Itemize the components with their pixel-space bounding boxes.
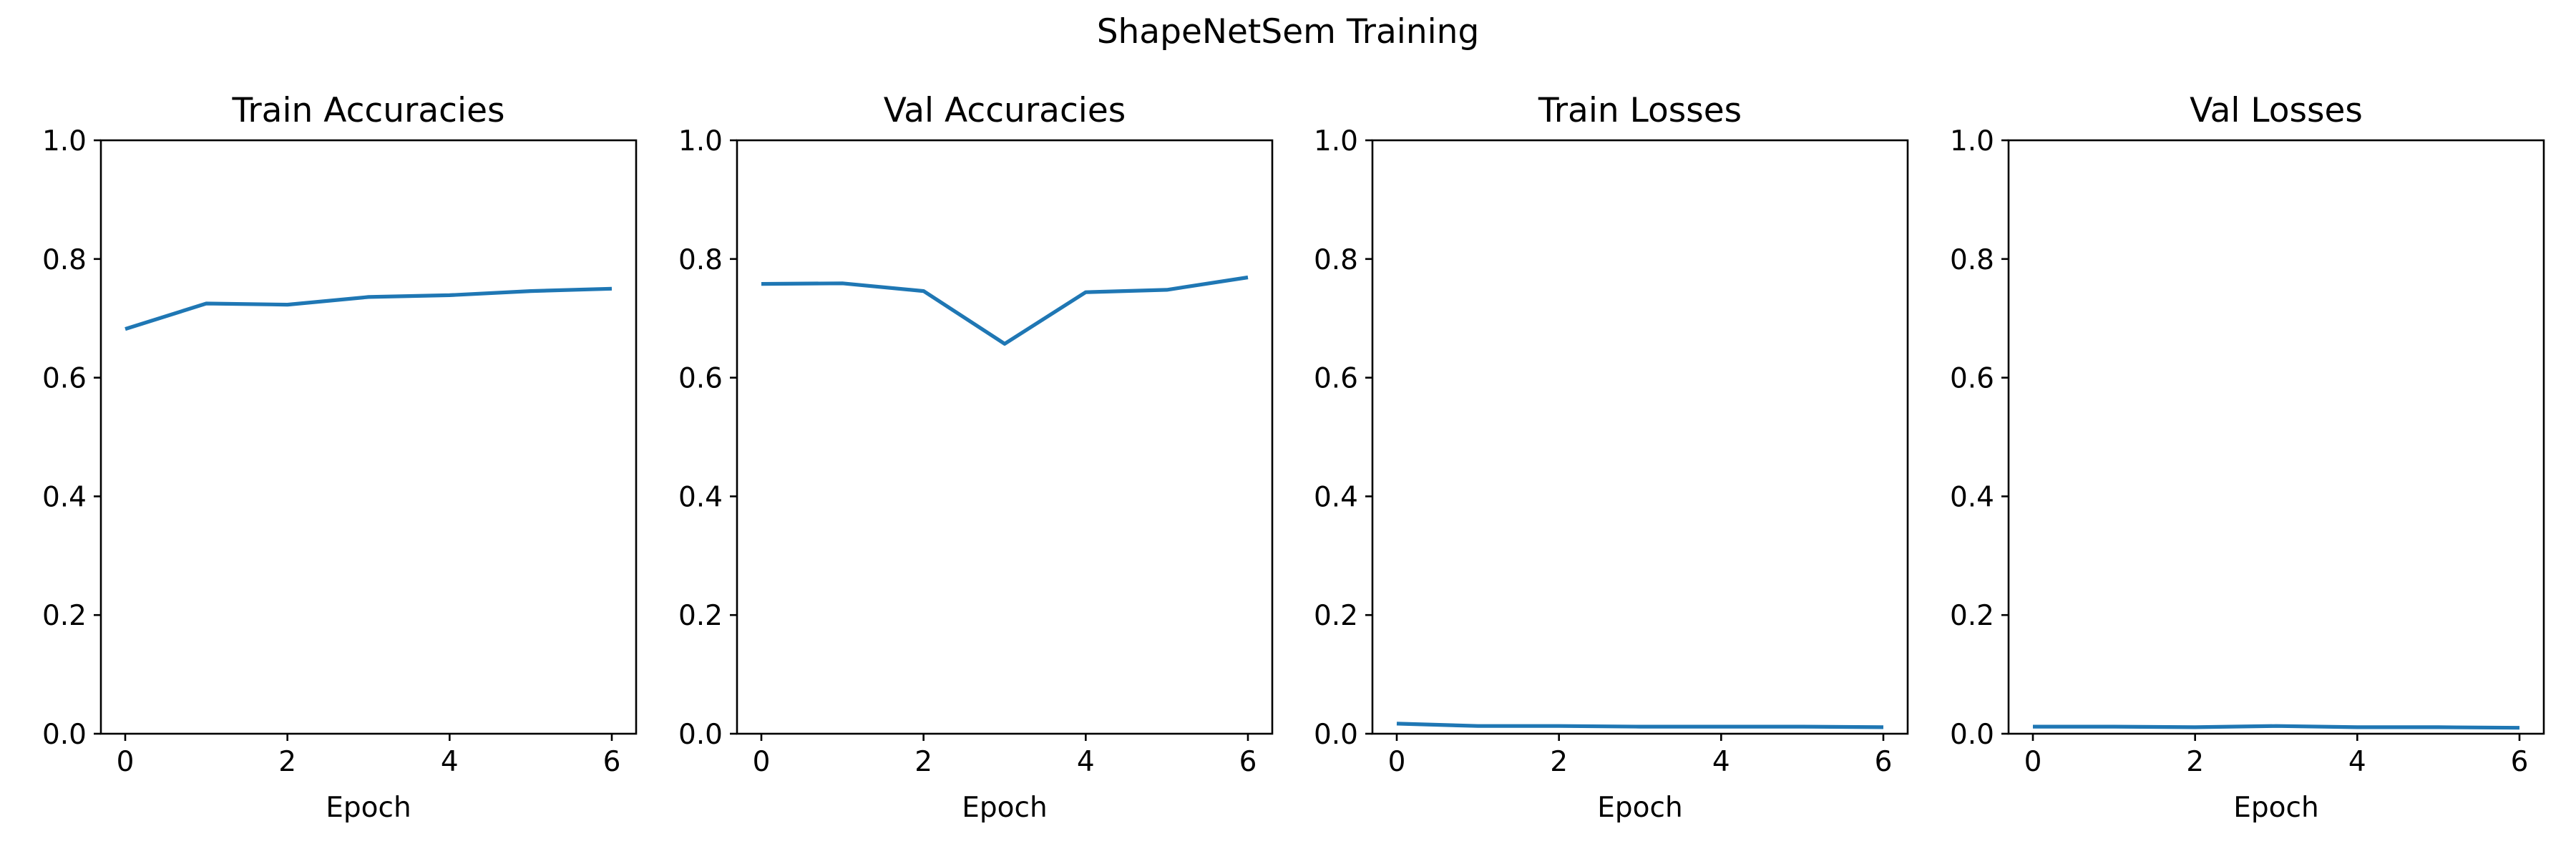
x-tick-label: 2 [2186,746,2204,778]
y-tick-label: 1.0 [1314,125,1358,157]
subplot-panels: Train Accuracies 0.0 0.2 0.4 0.6 0.8 1.0 0 2 4 6 Ep… [42,91,2545,824]
x-tick-label: 2 [914,746,932,778]
subplot-title: Train Losses [1538,91,1742,130]
figure-suptitle: ShapeNetSem Training [1097,12,1480,52]
y-tick-label: 0.0 [42,719,87,751]
y-tick-label: 0.4 [678,481,723,513]
y-tick-label: 0.6 [678,363,723,395]
axes-frame [2007,139,2545,735]
series-line [1396,722,1884,729]
x-tick-label: 0 [117,746,135,778]
x-tick-label: 0 [753,746,771,778]
x-tick-label: 4 [441,746,459,778]
y-tick-label: 0.2 [1314,600,1358,632]
x-tick-label: 0 [2024,746,2042,778]
x-tick-label: 6 [603,746,621,778]
axes-frame [736,139,1274,735]
y-tick-label: 0.4 [1314,481,1358,513]
y-tick-label: 0.2 [678,600,723,632]
y-tick-label: 0.4 [42,481,87,513]
y-tick-label: 0.6 [1314,363,1358,395]
subplot-title: Val Accuracies [884,91,1126,130]
y-tick-label: 1.0 [678,125,723,157]
subplot-title: Train Accuracies [232,91,505,130]
x-tick-label: 4 [1077,746,1095,778]
y-tick-label: 0.6 [1950,363,1994,395]
series-line [761,275,1249,346]
subplot-4: Val Losses 0.0 0.2 0.4 0.6 0.8 1.0 0 2 4 6 Epoch [1950,91,2545,824]
series-line [125,286,613,331]
x-axis-label: Epoch [2233,792,2318,824]
x-tick-label: 2 [1550,746,1568,778]
x-tick-label: 4 [2348,746,2366,778]
series-line [2033,724,2520,730]
y-tick-label: 0.8 [1950,244,1994,276]
y-tick-label: 0.8 [42,244,87,276]
subplot-1: Train Accuracies 0.0 0.2 0.4 0.6 0.8 1.0 0 2 4 6 Ep… [42,91,638,824]
x-tick-label: 2 [278,746,296,778]
x-axis-label: Epoch [326,792,411,824]
y-tick-label: 1.0 [1950,125,1994,157]
y-tick-label: 0.2 [1950,600,1994,632]
x-tick-label: 6 [1875,746,1893,778]
subplot-2: Val Accuracies 0.0 0.2 0.4 0.6 0.8 1.0 0 2 4 6 Epoc… [678,91,1274,824]
x-tick-label: 6 [1239,746,1257,778]
x-tick-label: 0 [1388,746,1406,778]
x-tick-label: 6 [2511,746,2529,778]
y-tick-label: 0.0 [1950,719,1994,751]
y-tick-label: 1.0 [42,125,87,157]
subplot-title: Val Losses [2190,91,2363,130]
y-tick-label: 0.2 [42,600,87,632]
x-axis-label: Epoch [1597,792,1682,824]
y-tick-label: 0.0 [678,719,723,751]
x-axis-label: Epoch [962,792,1047,824]
y-tick-label: 0.4 [1950,481,1994,513]
subplot-3: Train Losses 0.0 0.2 0.4 0.6 0.8 1.0 0 2 4 6 Epoch [1314,91,1909,824]
axes-frame [1371,139,1909,735]
axes-frame [99,139,638,735]
x-tick-label: 4 [1712,746,1730,778]
y-tick-label: 0.8 [678,244,723,276]
y-tick-label: 0.6 [42,363,87,395]
y-tick-label: 0.0 [1314,719,1358,751]
y-tick-label: 0.8 [1314,244,1358,276]
